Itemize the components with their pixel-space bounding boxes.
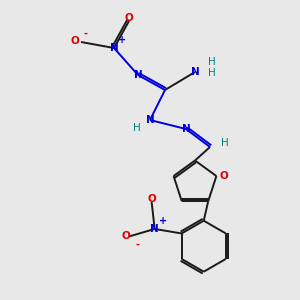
Text: O: O — [122, 232, 130, 242]
Text: O: O — [147, 194, 156, 204]
Text: H: H — [208, 68, 215, 79]
Text: N: N — [146, 115, 154, 125]
Text: N: N — [110, 43, 118, 53]
Text: -: - — [83, 28, 88, 39]
Text: O: O — [70, 35, 79, 46]
Text: H: H — [208, 56, 215, 67]
Text: +: + — [118, 34, 127, 45]
Text: N: N — [190, 67, 200, 77]
Text: +: + — [159, 216, 167, 226]
Text: N: N — [150, 224, 159, 234]
Text: H: H — [133, 123, 140, 134]
Text: O: O — [124, 13, 134, 23]
Text: N: N — [182, 124, 190, 134]
Text: H: H — [221, 137, 229, 148]
Text: N: N — [134, 70, 142, 80]
Text: O: O — [220, 171, 228, 181]
Text: -: - — [136, 240, 140, 250]
